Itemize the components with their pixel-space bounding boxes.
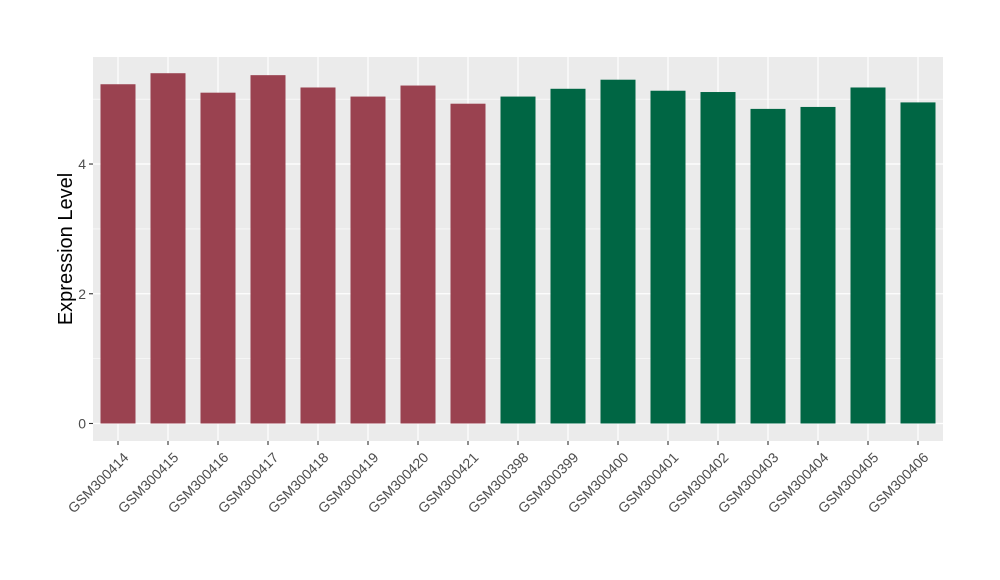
bar-GSM300418 — [300, 87, 336, 424]
bar-GSM300398 — [500, 96, 536, 424]
bar-GSM300401 — [650, 90, 686, 424]
y-tick-label: 2 — [78, 286, 86, 302]
bars — [100, 73, 936, 424]
y-tick-label: 4 — [78, 156, 86, 172]
bar-GSM300399 — [550, 88, 586, 424]
y-tick-label: 0 — [78, 415, 86, 431]
bar-GSM300415 — [150, 73, 186, 424]
bar-GSM300421 — [450, 103, 486, 424]
bar-GSM300416 — [200, 92, 236, 424]
x-axis: GSM300414GSM300415GSM300416GSM300417GSM3… — [65, 441, 932, 516]
bar-GSM300403 — [750, 108, 786, 424]
bar-GSM300400 — [600, 79, 636, 424]
bar-GSM300419 — [350, 96, 386, 424]
bar-GSM300402 — [700, 92, 736, 424]
bar-GSM300417 — [250, 75, 286, 424]
bar-GSM300406 — [900, 102, 936, 424]
y-axis-title: Expression Level — [55, 173, 77, 325]
bar-GSM300405 — [850, 87, 886, 424]
bar-GSM300414 — [100, 84, 136, 424]
y-axis: 0 2 4 — [78, 156, 93, 431]
bar-GSM300420 — [400, 85, 436, 424]
bar-GSM300404 — [800, 106, 836, 424]
